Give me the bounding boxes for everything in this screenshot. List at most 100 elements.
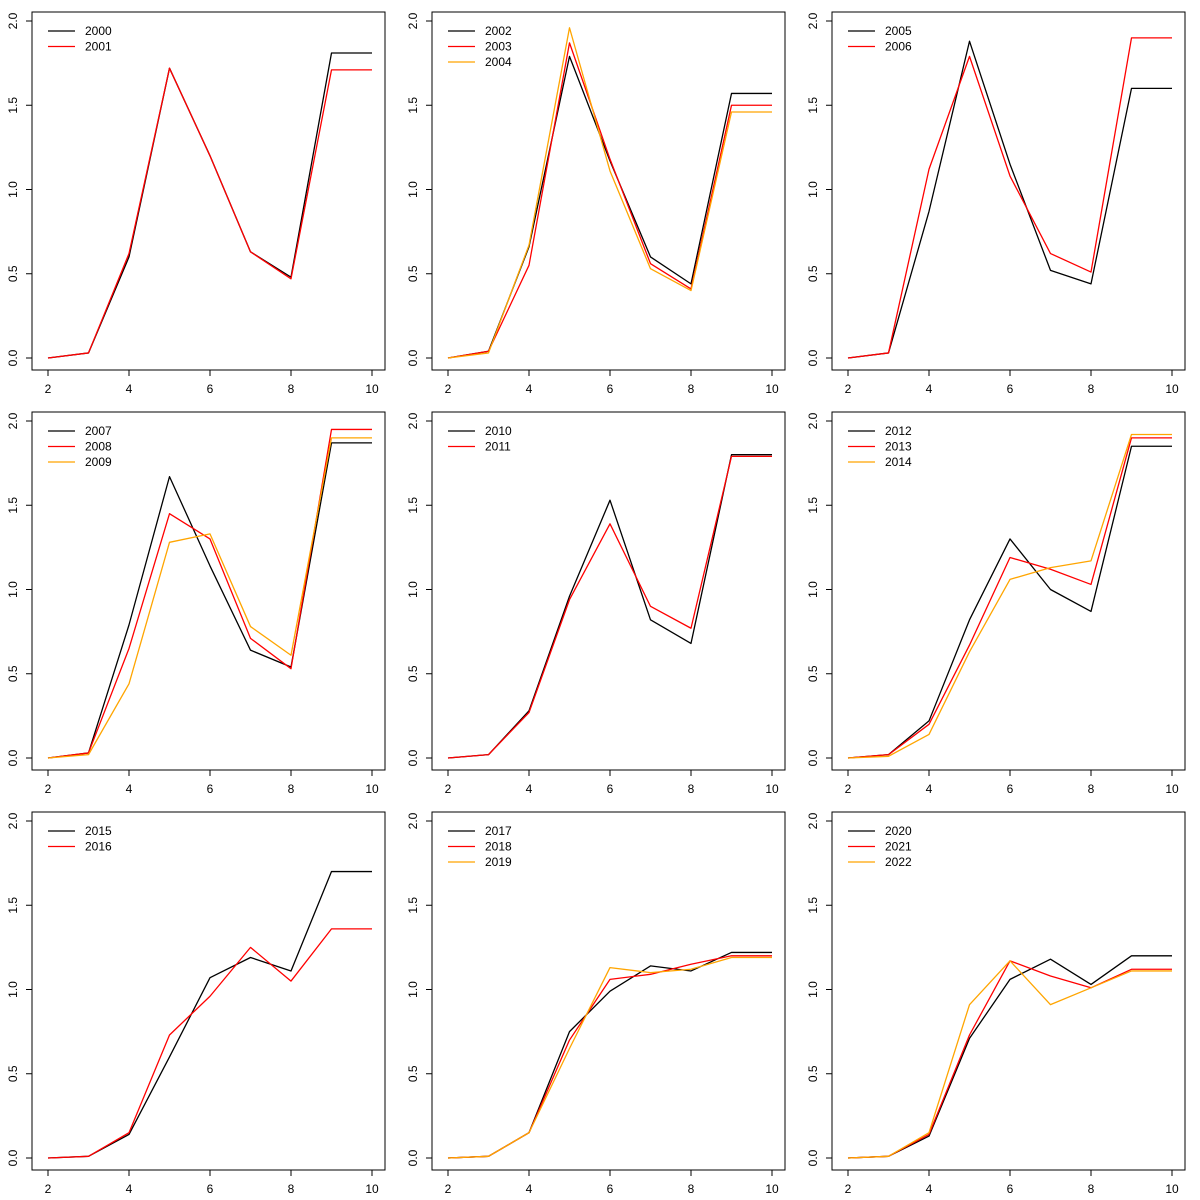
x-tick-label: 8: [1088, 382, 1095, 396]
x-tick-label: 2: [45, 1182, 52, 1196]
y-tick-label: 1.5: [6, 897, 20, 914]
x-tick-label: 2: [445, 1182, 452, 1196]
x-tick-label: 2: [845, 382, 852, 396]
legend-label: 2006: [885, 40, 912, 54]
y-tick-label: 1.0: [806, 581, 820, 598]
series-line-2013: [847, 437, 1172, 759]
series-line-2001: [47, 67, 372, 359]
series-line-2017: [447, 951, 772, 1159]
y-tick-label: 2.0: [406, 12, 420, 29]
series-line-2007: [47, 442, 372, 759]
x-tick-label: 2: [45, 382, 52, 396]
plot-frame: [431, 411, 786, 771]
y-tick-label: 0.5: [406, 265, 420, 282]
y-tick-label: 0.5: [406, 1065, 420, 1082]
y-tick-label: 0.0: [6, 1149, 20, 1166]
x-tick-label: 8: [288, 1182, 295, 1196]
x-tick-label: 6: [207, 1182, 214, 1196]
series-line-2000: [47, 52, 372, 359]
series-line-2011: [447, 455, 772, 759]
x-tick-label: 8: [288, 382, 295, 396]
x-tick-label: 6: [1007, 382, 1014, 396]
legend-label: 2007: [85, 424, 112, 438]
series-line-2002: [447, 55, 772, 359]
x-tick-label: 2: [45, 782, 52, 796]
legend-label: 2016: [85, 840, 112, 854]
legend-label: 2011: [485, 440, 511, 454]
y-tick-label: 2.0: [806, 12, 820, 29]
y-tick-label: 1.0: [6, 581, 20, 598]
legend-label: 2008: [85, 440, 112, 454]
plot-frame: [831, 11, 1186, 371]
x-tick-label: 2: [845, 782, 852, 796]
y-tick-label: 0.0: [806, 749, 820, 766]
y-tick-label: 1.0: [806, 981, 820, 998]
legend-label: 2010: [485, 424, 512, 438]
y-tick-label: 0.5: [6, 665, 20, 682]
legend-label: 2013: [885, 440, 912, 454]
plot-frame: [431, 811, 786, 1171]
series-line-2004: [447, 27, 772, 359]
y-tick-label: 1.0: [806, 181, 820, 198]
legend-label: 2005: [885, 24, 912, 38]
plot-frame: [31, 811, 386, 1171]
y-tick-label: 0.5: [806, 1065, 820, 1082]
legend-label: 2003: [485, 40, 512, 54]
y-tick-label: 2.0: [6, 812, 20, 829]
x-tick-label: 6: [207, 782, 214, 796]
series-line-2019: [447, 956, 772, 1159]
y-tick-label: 0.0: [406, 349, 420, 366]
x-tick-label: 4: [926, 1182, 933, 1196]
x-tick-label: 10: [765, 1182, 779, 1196]
series-line-2005: [847, 40, 1172, 359]
x-tick-label: 8: [688, 1182, 695, 1196]
plot-frame: [831, 811, 1186, 1171]
legend-label: 2015: [85, 824, 112, 838]
x-tick-label: 8: [688, 782, 695, 796]
y-tick-label: 1.0: [406, 181, 420, 198]
y-tick-label: 1.0: [406, 981, 420, 998]
x-tick-label: 6: [607, 782, 614, 796]
chart-panel: 2 4 6 8 10 0.0 0.5 1.0 1.5 2.0 2005 2006: [806, 11, 1186, 396]
x-tick-label: 2: [845, 1182, 852, 1196]
series-line-2018: [447, 955, 772, 1159]
series-line-2010: [447, 454, 772, 759]
legend-label: 2017: [485, 824, 512, 838]
x-tick-label: 4: [926, 382, 933, 396]
y-tick-label: 1.5: [6, 97, 20, 114]
plot-frame: [31, 11, 386, 371]
series-line-2012: [847, 445, 1172, 759]
x-tick-label: 10: [765, 782, 779, 796]
x-tick-label: 6: [1007, 1182, 1014, 1196]
y-tick-label: 0.5: [806, 265, 820, 282]
series-line-2021: [847, 960, 1172, 1159]
legend-label: 2004: [485, 55, 512, 69]
x-tick-label: 2: [445, 782, 452, 796]
y-tick-label: 2.0: [6, 12, 20, 29]
chart-panel: 2 4 6 8 10 0.0 0.5 1.0 1.5 2.0 2015 2016: [6, 811, 386, 1196]
legend-label: 2009: [85, 455, 112, 469]
plot-frame: [831, 411, 1186, 771]
series-line-2014: [847, 433, 1172, 759]
x-tick-label: 8: [1088, 782, 1095, 796]
x-tick-label: 4: [126, 782, 133, 796]
x-tick-label: 4: [126, 1182, 133, 1196]
y-tick-label: 1.0: [406, 581, 420, 598]
legend-label: 2021: [885, 840, 912, 854]
y-tick-label: 0.0: [6, 349, 20, 366]
x-tick-label: 4: [526, 382, 533, 396]
x-tick-label: 4: [526, 1182, 533, 1196]
series-line-2022: [847, 960, 1172, 1159]
y-tick-label: 0.0: [406, 1149, 420, 1166]
x-tick-label: 10: [365, 1182, 379, 1196]
y-tick-label: 0.5: [6, 1065, 20, 1082]
y-tick-label: 0.5: [406, 665, 420, 682]
y-tick-label: 0.5: [806, 665, 820, 682]
x-tick-label: 10: [765, 382, 779, 396]
x-tick-label: 10: [1165, 382, 1179, 396]
